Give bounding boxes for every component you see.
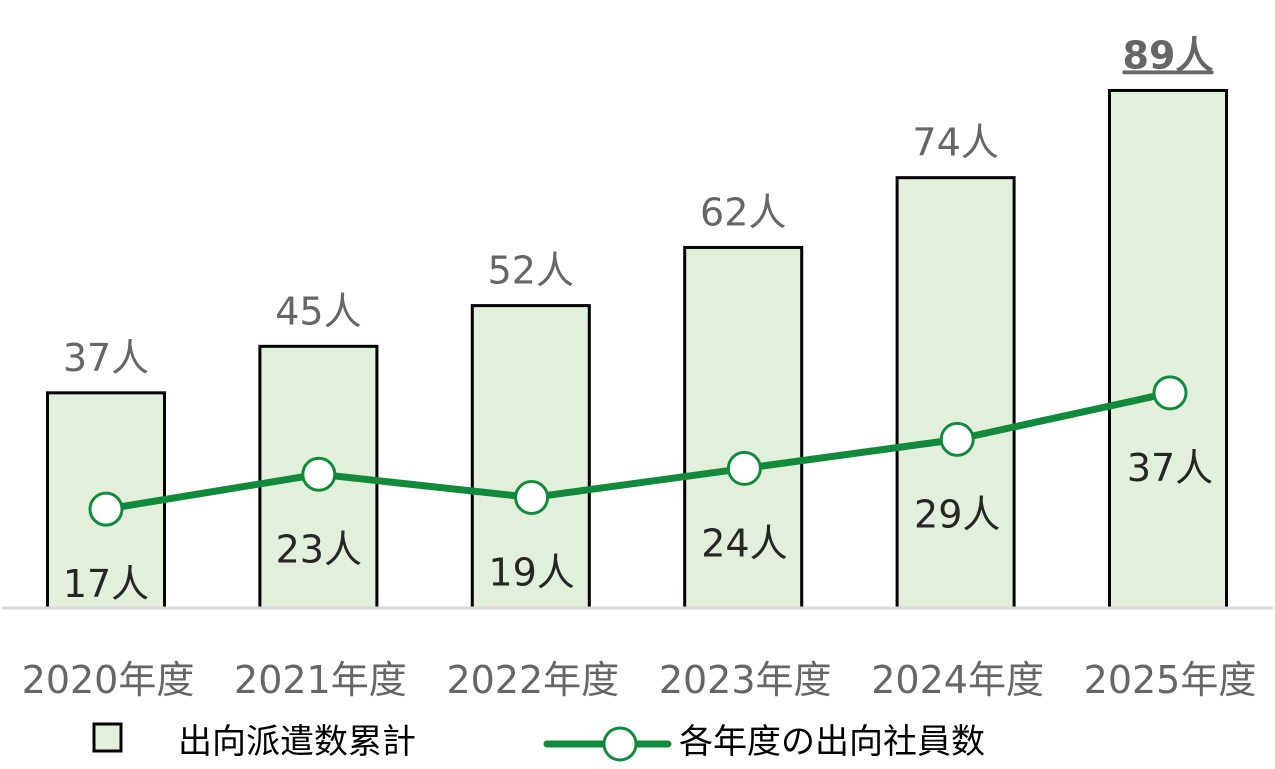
line-point-2025年度 [1152, 375, 1188, 411]
line-data-label: 17人 [63, 562, 149, 606]
line-series-path [102, 389, 1174, 513]
line-point-2022年度 [514, 480, 550, 516]
bar-data-label: 52人 [488, 249, 574, 293]
bar-2025年度 [1108, 88, 1228, 610]
line-data-label: 37人 [1127, 446, 1213, 490]
x-tick-label: 2025年度 [1084, 658, 1257, 702]
line-point-2021年度 [301, 456, 337, 492]
bar-2022年度 [470, 304, 591, 610]
line-point-2024年度 [939, 421, 975, 457]
line-data-label: 29人 [914, 492, 1000, 536]
line-data-label: 23人 [276, 527, 362, 571]
x-tick-label: 2020年度 [22, 658, 195, 702]
x-tick-labels: 2020年度 2021年度 2022年度 2023年度 2024年度 2025年度 [22, 658, 1257, 702]
bar-data-label: 89人 [1123, 33, 1214, 77]
line-data-label: 24人 [701, 521, 787, 565]
x-tick-label: 2024年度 [871, 658, 1044, 702]
bar-data-label: 62人 [700, 190, 786, 234]
x-tick-label: 2022年度 [446, 658, 619, 702]
legend-bar-swatch [92, 722, 123, 753]
legend-bar-label: 出向派遣数累計 [178, 722, 416, 762]
line-data-label: 19人 [488, 551, 574, 595]
legend-item-bar: 出向派遣数累計 [92, 722, 416, 762]
line-labels-layer: 17人 23人 19人 24人 29人 37人 [63, 446, 1213, 606]
bar-labels-layer: 37人 45人 52人 62人 74人 89人 [63, 33, 1214, 379]
legend-line-marker [602, 726, 638, 762]
line-point-2020年度 [88, 491, 124, 527]
x-tick-label: 2021年度 [234, 658, 407, 702]
bars-layer [46, 88, 1228, 610]
legend-line-label: 各年度の出向社員数 [679, 722, 985, 762]
legend: 出向派遣数累計 各年度の出向社員数 [92, 722, 985, 762]
x-tick-label: 2023年度 [659, 658, 832, 702]
bar-2024年度 [895, 176, 1016, 610]
line-point-2023年度 [726, 450, 762, 486]
markers-layer [88, 375, 1188, 527]
legend-item-line: 各年度の出向社員数 [543, 722, 985, 762]
line-layer [102, 389, 1174, 513]
bar-data-label: 37人 [63, 336, 149, 380]
bar-data-label: 74人 [912, 121, 998, 165]
bar-data-label: 45人 [275, 289, 361, 333]
bar-2023年度 [683, 245, 804, 610]
